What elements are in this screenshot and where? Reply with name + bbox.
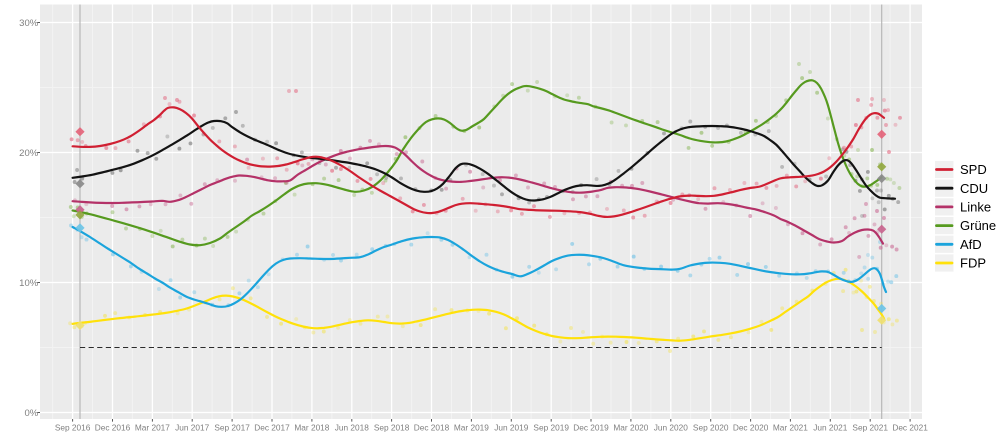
svg-text:Sep 2018: Sep 2018	[374, 422, 410, 432]
svg-text:Dec 2020: Dec 2020	[733, 422, 769, 432]
svg-text:Dec 2021: Dec 2021	[892, 422, 928, 432]
svg-text:SPD: SPD	[960, 162, 987, 177]
svg-text:Jun 2017: Jun 2017	[175, 422, 210, 432]
svg-text:Linke: Linke	[960, 200, 991, 215]
svg-text:Sep 2016: Sep 2016	[55, 422, 91, 432]
svg-text:Jun 2019: Jun 2019	[494, 422, 529, 432]
svg-text:Dec 2018: Dec 2018	[414, 422, 450, 432]
svg-text:FDP: FDP	[960, 256, 986, 271]
svg-text:Sep 2017: Sep 2017	[214, 422, 250, 432]
svg-text:30%: 30%	[19, 18, 39, 29]
svg-text:Jun 2020: Jun 2020	[654, 422, 689, 432]
svg-text:20%: 20%	[19, 148, 39, 159]
svg-text:Sep 2021: Sep 2021	[852, 422, 888, 432]
svg-text:10%: 10%	[19, 278, 39, 289]
svg-text:AfD: AfD	[960, 237, 982, 252]
svg-text:Dec 2019: Dec 2019	[573, 422, 609, 432]
svg-text:Sep 2019: Sep 2019	[533, 422, 569, 432]
svg-text:Mar 2021: Mar 2021	[773, 422, 808, 432]
svg-text:Mar 2017: Mar 2017	[135, 422, 170, 432]
svg-text:0%: 0%	[24, 408, 38, 419]
svg-text:Grüne: Grüne	[960, 218, 996, 233]
svg-text:Mar 2018: Mar 2018	[294, 422, 329, 432]
svg-text:Mar 2019: Mar 2019	[454, 422, 489, 432]
svg-text:Jun 2018: Jun 2018	[335, 422, 370, 432]
svg-text:CDU: CDU	[960, 181, 988, 196]
svg-text:Mar 2020: Mar 2020	[613, 422, 648, 432]
svg-text:Dec 2017: Dec 2017	[254, 422, 290, 432]
svg-text:Sep 2020: Sep 2020	[693, 422, 729, 432]
svg-text:Jun 2021: Jun 2021	[813, 422, 848, 432]
svg-text:Dec 2016: Dec 2016	[95, 422, 131, 432]
